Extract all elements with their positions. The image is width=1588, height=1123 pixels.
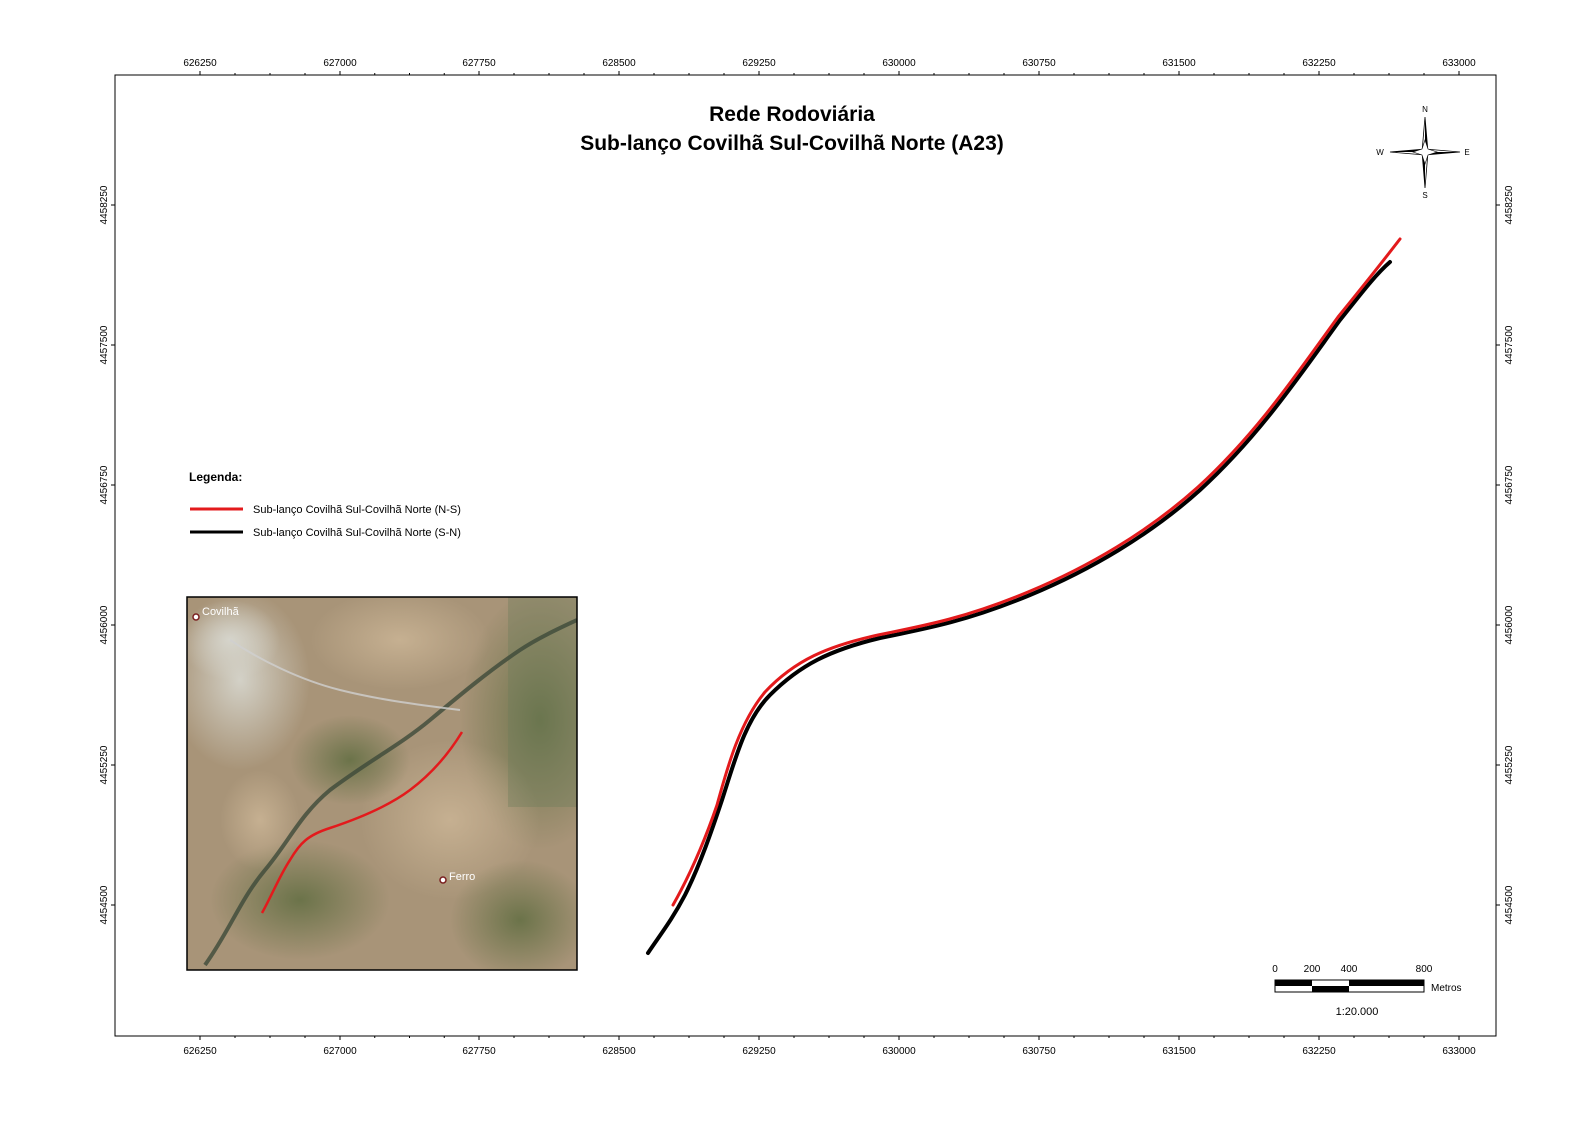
place-marker-icon xyxy=(439,876,447,884)
grid-x-label-top: 629250 xyxy=(742,58,776,69)
grid-labels-left: 4458250 4457500 4456750 4456000 4455250 44545… xyxy=(99,185,110,924)
grid-labels-right: 4458250 4457500 4456750 4456000 4455250 44545… xyxy=(1504,185,1515,924)
grid-x-label-top: 628500 xyxy=(602,58,636,69)
grid-y-label-left: 4456750 xyxy=(99,465,110,504)
scale-tick-800: 800 xyxy=(1416,964,1433,975)
scale-ratio: 1:20.000 xyxy=(1336,1006,1379,1018)
grid-y-label-left: 4458250 xyxy=(99,185,110,224)
place-label-ferro: Ferro xyxy=(449,871,475,883)
grid-y-label-left: 4455250 xyxy=(99,745,110,784)
grid-x-label-bottom: 633000 xyxy=(1442,1046,1476,1057)
map-title: Rede Rodoviária xyxy=(709,103,875,126)
grid-x-label-top: 630000 xyxy=(882,58,916,69)
route-layer xyxy=(646,237,1402,955)
scale-bar: 0 200 400 800 Metros 1:20.000 xyxy=(1272,964,1461,1018)
grid-x-label-bottom: 630000 xyxy=(882,1046,916,1057)
grid-x-label-bottom: 632250 xyxy=(1302,1046,1336,1057)
grid-x-label-bottom: 626250 xyxy=(183,1046,217,1057)
grid-y-label-right: 4456750 xyxy=(1504,465,1515,504)
inset-route-line xyxy=(260,731,464,914)
place-marker-icon xyxy=(192,613,200,621)
compass-w: W xyxy=(1376,148,1384,157)
grid-x-label-bottom: 628500 xyxy=(602,1046,636,1057)
grid-y-label-right: 4458250 xyxy=(1504,185,1515,224)
scale-unit: Metros xyxy=(1431,983,1462,994)
grid-y-label-right: 4455250 xyxy=(1504,745,1515,784)
place-label-covilha: Covilhã xyxy=(202,606,240,618)
legend-title: Legenda: xyxy=(189,470,242,484)
grid-x-label-bottom: 630750 xyxy=(1022,1046,1056,1057)
route-ns-line xyxy=(671,237,1402,907)
grid-y-label-right: 4454500 xyxy=(1504,885,1515,924)
grid-x-label-top: 633000 xyxy=(1442,58,1476,69)
grid-labels-top: 626250 627000 627750 628500 629250 630000 6307… xyxy=(183,58,1476,69)
compass-s: S xyxy=(1422,191,1427,200)
grid-y-label-right: 4456000 xyxy=(1504,605,1515,644)
grid-x-label-bottom: 627000 xyxy=(323,1046,357,1057)
grid-ticks xyxy=(111,71,1500,1040)
grid-y-label-left: 4454500 xyxy=(99,885,110,924)
grid-x-label-bottom: 631500 xyxy=(1162,1046,1196,1057)
grid-y-label-left: 4456000 xyxy=(99,605,110,644)
route-sn-line xyxy=(646,260,1392,955)
north-arrow-icon: N S W E xyxy=(1376,105,1469,200)
grid-x-label-bottom: 627750 xyxy=(462,1046,496,1057)
compass-e: E xyxy=(1464,148,1469,157)
legend-label-sn: Sub-lanço Covilhã Sul-Covilhã Norte (S-N… xyxy=(253,527,461,539)
grid-labels-bottom: 626250 627000 627750 628500 629250 630000 6307… xyxy=(183,1046,1476,1057)
inset-frame xyxy=(186,596,578,971)
grid-y-label-left: 4457500 xyxy=(99,325,110,364)
legend: Legenda: Sub-lanço Covilhã Sul-Covilhã N… xyxy=(189,470,461,539)
grid-x-label-top: 627000 xyxy=(323,58,357,69)
grid-x-label-top: 631500 xyxy=(1162,58,1196,69)
map-subtitle: Sub-lanço Covilhã Sul-Covilhã Norte (A23… xyxy=(580,132,1004,155)
map-frame xyxy=(114,74,1497,1037)
scale-tick-0: 0 xyxy=(1272,964,1278,975)
grid-x-label-bottom: 629250 xyxy=(742,1046,776,1057)
grid-x-label-top: 632250 xyxy=(1302,58,1336,69)
inset-map: Covilhã Ferro xyxy=(186,596,578,971)
grid-x-label-top: 627750 xyxy=(462,58,496,69)
grid-x-label-top: 626250 xyxy=(183,58,217,69)
scale-tick-400: 400 xyxy=(1341,964,1358,975)
scale-tick-200: 200 xyxy=(1304,964,1321,975)
legend-label-ns: Sub-lanço Covilhã Sul-Covilhã Norte (N-S… xyxy=(253,504,461,516)
compass-n: N xyxy=(1422,105,1428,114)
grid-y-label-right: 4457500 xyxy=(1504,325,1515,364)
grid-x-label-top: 630750 xyxy=(1022,58,1056,69)
